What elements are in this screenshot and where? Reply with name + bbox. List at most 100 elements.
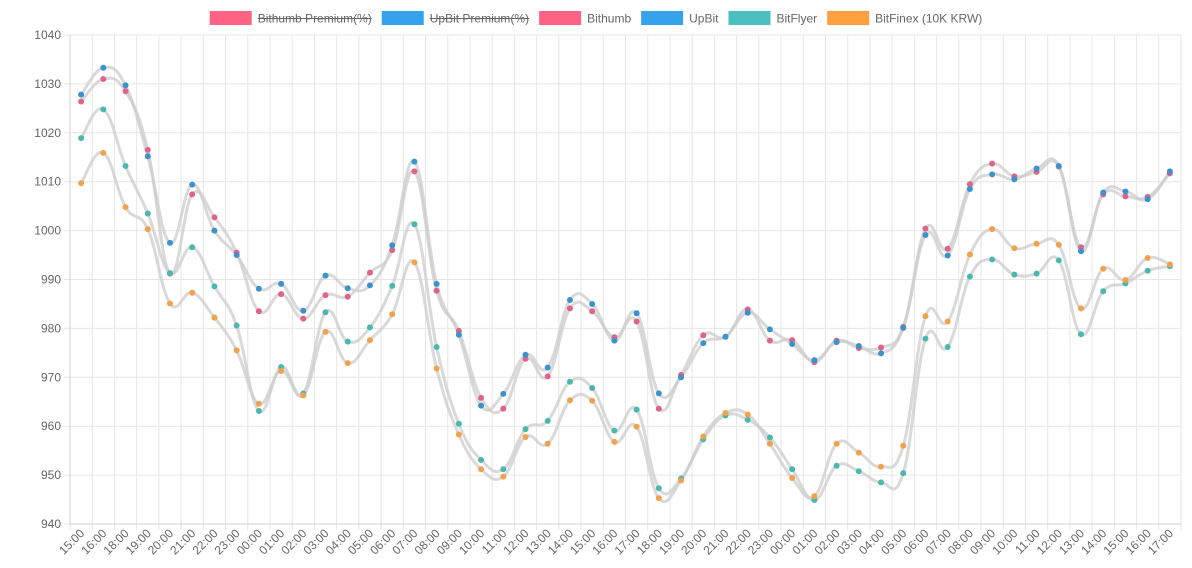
data-point-bitflyer[interactable] <box>544 417 551 424</box>
data-point-upbit[interactable] <box>455 331 462 338</box>
data-point-bitfinex-10k-krw[interactable] <box>789 475 796 482</box>
data-point-bithumb[interactable] <box>989 160 996 167</box>
data-point-upbit[interactable] <box>1144 196 1151 203</box>
data-point-bitfinex-10k-krw[interactable] <box>900 442 907 449</box>
data-point-bitflyer[interactable] <box>833 462 840 469</box>
data-point-bitfinex-10k-krw[interactable] <box>389 311 396 318</box>
data-point-bitfinex-10k-krw[interactable] <box>122 204 129 211</box>
data-point-bithumb[interactable] <box>189 191 196 198</box>
data-point-bitflyer[interactable] <box>1011 271 1018 278</box>
data-point-bitfinex-10k-krw[interactable] <box>78 180 85 187</box>
data-point-upbit[interactable] <box>833 339 840 346</box>
data-point-upbit[interactable] <box>255 285 262 292</box>
data-point-bitflyer[interactable] <box>900 470 907 477</box>
data-point-upbit[interactable] <box>233 252 240 259</box>
data-point-bithumb[interactable] <box>344 293 351 300</box>
data-point-bitflyer[interactable] <box>789 466 796 473</box>
data-point-bitfinex-10k-krw[interactable] <box>811 493 818 500</box>
data-point-bithumb[interactable] <box>944 245 951 252</box>
data-point-bithumb[interactable] <box>878 344 885 351</box>
data-point-upbit[interactable] <box>989 171 996 178</box>
data-point-bitflyer[interactable] <box>655 485 662 492</box>
data-point-bitflyer[interactable] <box>633 406 640 413</box>
data-point-bitfinex-10k-krw[interactable] <box>1144 254 1151 261</box>
data-point-bithumb[interactable] <box>322 292 329 299</box>
data-point-bitflyer[interactable] <box>966 273 973 280</box>
data-point-bitfinex-10k-krw[interactable] <box>411 259 418 266</box>
data-point-bitfinex-10k-krw[interactable] <box>1033 240 1040 247</box>
data-point-bithumb[interactable] <box>211 214 218 221</box>
data-point-bitfinex-10k-krw[interactable] <box>700 433 707 440</box>
data-point-bithumb[interactable] <box>1122 193 1129 200</box>
data-point-upbit[interactable] <box>344 285 351 292</box>
data-point-bitfinex-10k-krw[interactable] <box>500 473 507 480</box>
data-point-bitfinex-10k-krw[interactable] <box>100 149 107 156</box>
data-point-upbit[interactable] <box>944 252 951 259</box>
data-point-bitfinex-10k-krw[interactable] <box>478 466 485 473</box>
data-point-upbit[interactable] <box>1033 165 1040 172</box>
data-point-bithumb[interactable] <box>500 405 507 412</box>
data-point-upbit[interactable] <box>189 181 196 188</box>
data-point-upbit[interactable] <box>278 280 285 287</box>
data-point-bitflyer[interactable] <box>233 322 240 329</box>
data-point-bitfinex-10k-krw[interactable] <box>855 449 862 456</box>
data-point-bitflyer[interactable] <box>411 221 418 228</box>
data-point-upbit[interactable] <box>544 364 551 371</box>
data-point-bitfinex-10k-krw[interactable] <box>1122 276 1129 283</box>
data-point-bitfinex-10k-krw[interactable] <box>189 289 196 296</box>
data-point-bithumb[interactable] <box>922 225 929 232</box>
data-point-bitflyer[interactable] <box>1033 270 1040 277</box>
data-point-bitfinex-10k-krw[interactable] <box>633 423 640 430</box>
data-point-bithumb[interactable] <box>589 308 596 315</box>
data-point-upbit[interactable] <box>522 351 529 358</box>
data-point-bitflyer[interactable] <box>322 309 329 316</box>
data-point-upbit[interactable] <box>144 153 151 160</box>
data-point-bitflyer[interactable] <box>611 427 618 434</box>
data-point-bitflyer[interactable] <box>478 456 485 463</box>
data-point-bitflyer[interactable] <box>211 283 218 290</box>
data-point-upbit[interactable] <box>1078 248 1085 255</box>
legend-item-upbit[interactable]: UpBit <box>641 11 719 26</box>
data-point-upbit[interactable] <box>922 232 929 239</box>
data-point-bitfinex-10k-krw[interactable] <box>944 318 951 325</box>
data-point-bithumb[interactable] <box>633 318 640 325</box>
data-point-bithumb[interactable] <box>411 168 418 175</box>
data-point-bithumb[interactable] <box>366 269 373 276</box>
data-point-bitfinex-10k-krw[interactable] <box>1055 241 1062 248</box>
data-point-bitfinex-10k-krw[interactable] <box>922 313 929 320</box>
data-point-bitflyer[interactable] <box>78 135 85 142</box>
data-point-bitfinex-10k-krw[interactable] <box>522 433 529 440</box>
legend-item-bitfinex-10k-krw[interactable]: BitFinex (10K KRW) <box>827 11 982 26</box>
data-point-upbit[interactable] <box>300 307 307 314</box>
data-point-bitfinex-10k-krw[interactable] <box>744 411 751 418</box>
data-point-bithumb[interactable] <box>100 76 107 83</box>
data-point-bitfinex-10k-krw[interactable] <box>233 347 240 354</box>
data-point-bitflyer[interactable] <box>944 343 951 350</box>
data-point-upbit[interactable] <box>611 337 618 344</box>
data-point-bithumb[interactable] <box>433 287 440 294</box>
data-point-bitflyer[interactable] <box>1100 288 1107 295</box>
data-point-bitfinex-10k-krw[interactable] <box>766 440 773 447</box>
data-point-bithumb[interactable] <box>655 405 662 412</box>
data-point-upbit[interactable] <box>966 186 973 193</box>
data-point-bithumb[interactable] <box>78 98 85 105</box>
data-point-bitfinex-10k-krw[interactable] <box>344 360 351 367</box>
data-point-bitflyer[interactable] <box>989 256 996 263</box>
data-point-bitflyer[interactable] <box>766 434 773 441</box>
data-point-upbit[interactable] <box>433 280 440 287</box>
data-point-upbit[interactable] <box>322 272 329 279</box>
data-point-bitflyer[interactable] <box>100 106 107 113</box>
data-point-bithumb[interactable] <box>300 315 307 322</box>
data-point-bithumb[interactable] <box>389 247 396 254</box>
data-point-bitfinex-10k-krw[interactable] <box>1100 265 1107 272</box>
data-point-upbit[interactable] <box>1055 163 1062 170</box>
data-point-bitfinex-10k-krw[interactable] <box>722 409 729 416</box>
data-point-bitflyer[interactable] <box>1144 267 1151 274</box>
data-point-upbit[interactable] <box>1100 189 1107 196</box>
data-point-bithumb[interactable] <box>966 181 973 188</box>
data-point-bitflyer[interactable] <box>744 416 751 423</box>
data-point-bitfinex-10k-krw[interactable] <box>433 365 440 372</box>
data-point-bitflyer[interactable] <box>455 420 462 427</box>
data-point-bitflyer[interactable] <box>344 338 351 345</box>
data-point-bitfinex-10k-krw[interactable] <box>366 337 373 344</box>
